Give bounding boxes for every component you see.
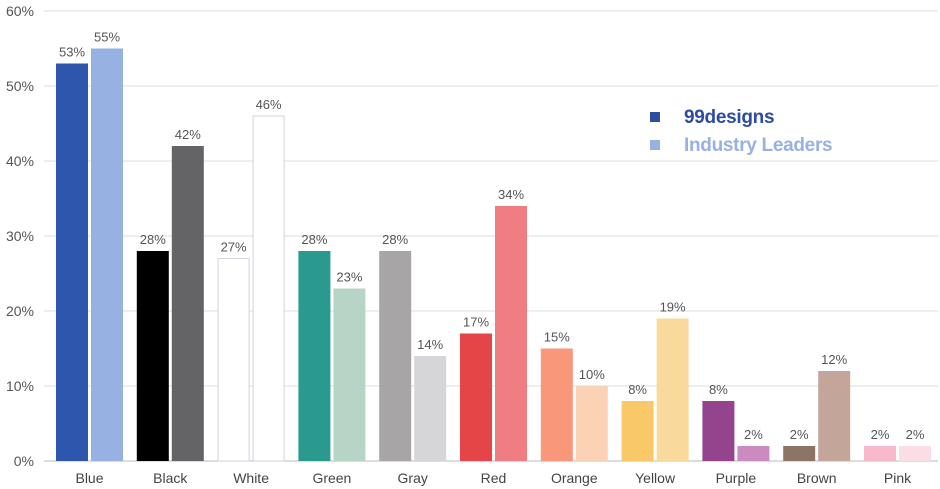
data-label: 2% [790, 427, 809, 442]
y-tick-label: 20% [6, 303, 34, 319]
data-label: 19% [660, 300, 686, 315]
data-label: 46% [256, 97, 282, 112]
category-label: Brown [797, 470, 837, 486]
data-label: 8% [628, 382, 647, 397]
legend-swatch [650, 112, 660, 122]
category-label: Green [312, 470, 351, 486]
category-label: Red [481, 470, 507, 486]
y-tick-label: 30% [6, 228, 34, 244]
y-tick-label: 50% [6, 78, 34, 94]
bar-blue-series-1 [56, 63, 88, 461]
category-label: Orange [551, 470, 598, 486]
data-label: 2% [744, 427, 763, 442]
category-label: Pink [884, 470, 912, 486]
data-label: 53% [59, 45, 85, 60]
bar-white-series-2 [252, 115, 285, 462]
legend-label: 99designs [684, 107, 774, 128]
legend-label: Industry Leaders [684, 135, 832, 156]
legend: 99designs Industry Leaders [650, 107, 833, 156]
data-label: 34% [498, 187, 524, 202]
bar-pink-series-1 [864, 446, 896, 461]
data-labels: 53% 55% 28% 42% 27% 46% 28% 23% 28% 14% 17% 34% 15% 1… [59, 30, 925, 443]
category-label: Black [153, 470, 188, 486]
y-tick-label: 40% [6, 153, 34, 169]
bar-orange-series-2 [575, 386, 608, 461]
data-label: 23% [336, 270, 362, 285]
category-label: Purple [716, 470, 757, 486]
category-label: Blue [75, 470, 103, 486]
bar-gray-series-1 [379, 251, 412, 461]
bars [56, 48, 931, 462]
bar-black-series-1 [136, 251, 169, 461]
data-label: 8% [709, 382, 728, 397]
data-label: 28% [140, 232, 166, 247]
bar-purple-series-2 [737, 446, 770, 461]
y-tick-label: 0% [14, 453, 34, 469]
bar-orange-series-1 [540, 348, 573, 461]
bar-brown-series-2 [818, 371, 851, 461]
bar-green-series-2 [333, 288, 366, 461]
bar-red-series-1 [460, 333, 492, 461]
bar-white-series-1 [217, 258, 250, 462]
bar-pink-series-2 [899, 446, 931, 461]
bar-purple-series-1 [702, 401, 735, 461]
category-label: Yellow [635, 470, 676, 486]
data-label: 2% [871, 427, 890, 442]
category-labels: Blue Black White Green Gray Red Orange Yellow Pu… [75, 470, 912, 486]
data-label: 17% [463, 315, 489, 330]
category-label: Gray [398, 470, 428, 486]
y-axis-tick-labels: 0% 10% 20% 30% 40% 50% 60% [6, 3, 34, 469]
y-tick-label: 10% [6, 378, 34, 394]
data-label: 28% [301, 232, 327, 247]
bar-green-series-1 [298, 251, 331, 461]
data-label: 42% [175, 127, 201, 142]
data-label: 28% [382, 232, 408, 247]
data-label: 55% [94, 30, 120, 45]
data-label: 14% [417, 337, 443, 352]
legend-swatch [650, 140, 660, 150]
bar-yellow-series-1 [621, 401, 654, 461]
category-label: White [233, 470, 269, 486]
bar-blue-series-2 [91, 48, 123, 461]
y-tick-label: 60% [6, 3, 34, 19]
bar-brown-series-1 [783, 446, 816, 461]
data-label: 10% [579, 367, 605, 382]
data-label: 12% [821, 352, 847, 367]
bar-gray-series-2 [414, 356, 447, 461]
bar-black-series-2 [171, 146, 204, 461]
data-label: 2% [906, 427, 925, 442]
bar-red-series-2 [495, 206, 527, 461]
data-label: 15% [544, 330, 570, 345]
bar-yellow-series-2 [656, 318, 689, 461]
data-label: 27% [221, 240, 247, 255]
